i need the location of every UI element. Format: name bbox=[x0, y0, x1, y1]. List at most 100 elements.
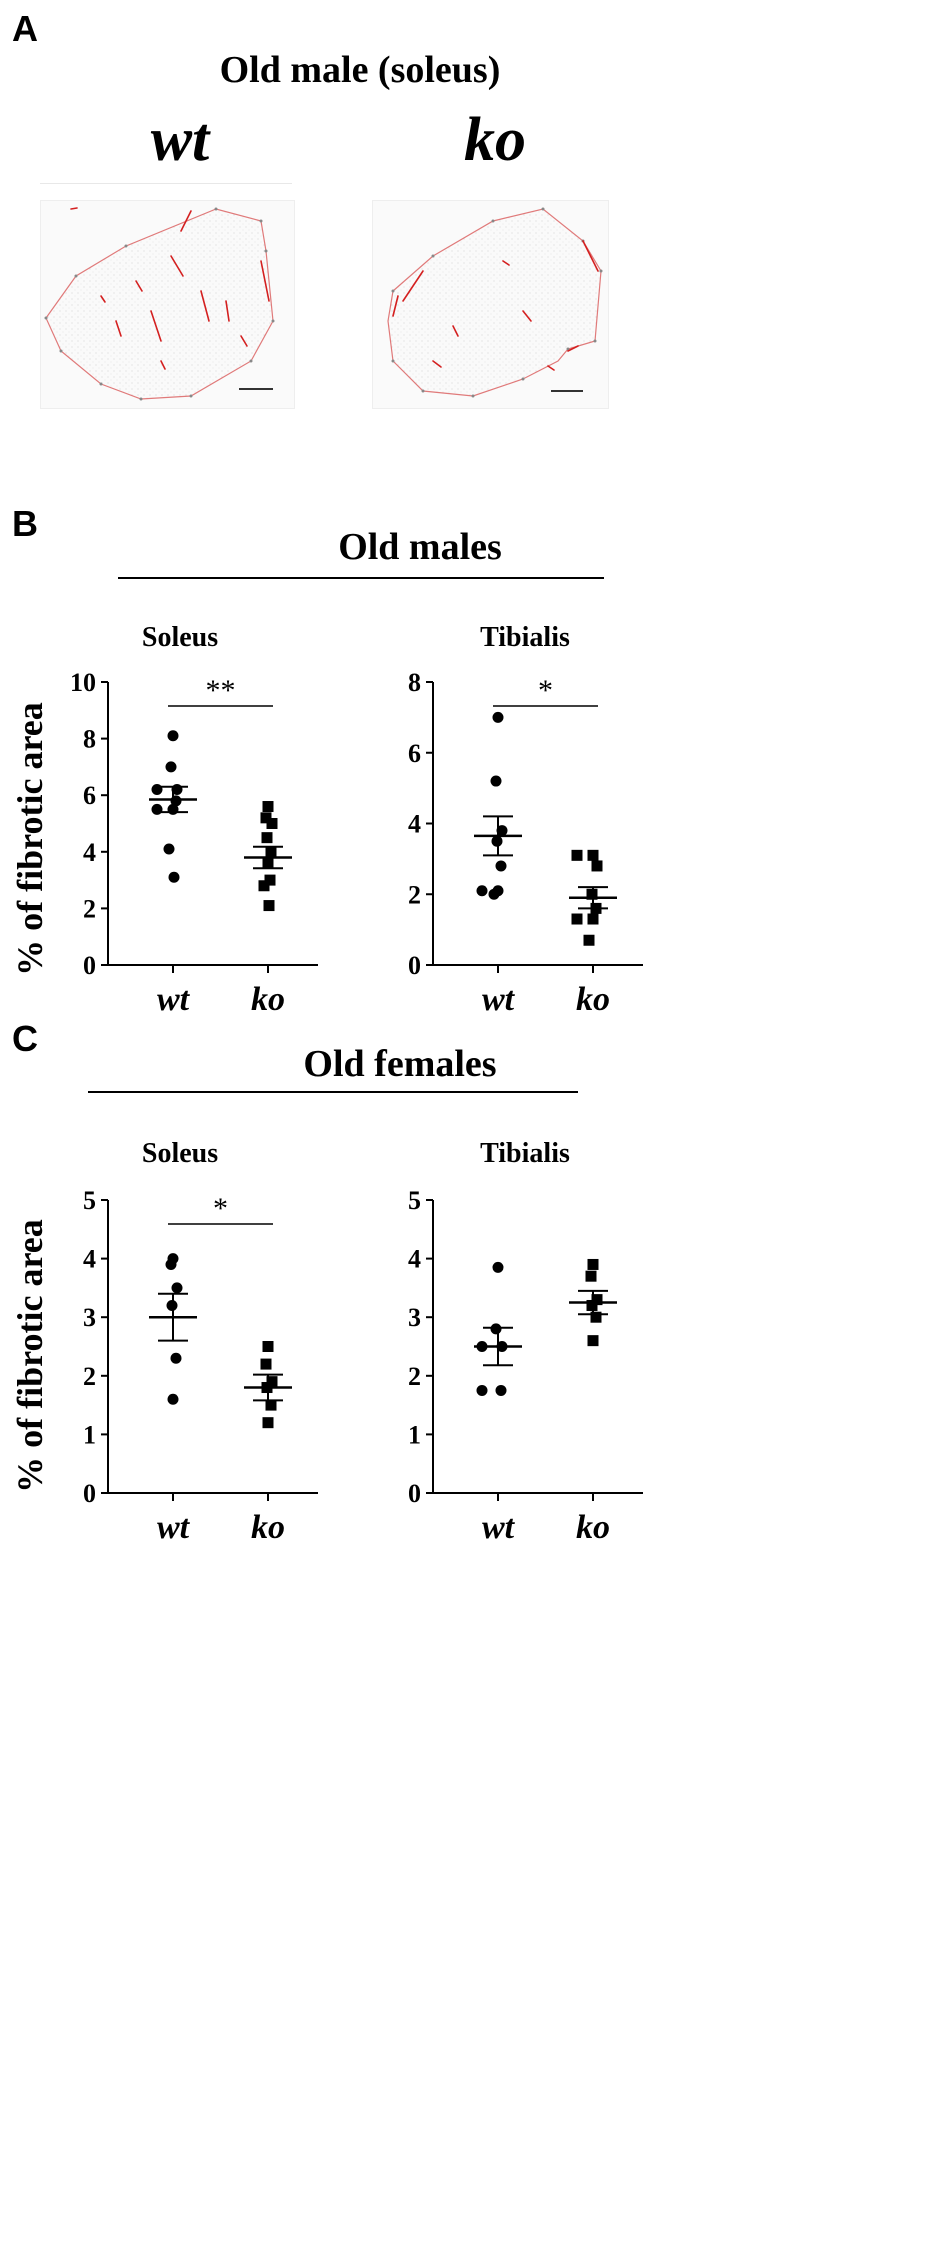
y-tick-label: 4 bbox=[83, 838, 96, 867]
y-tick-label: 1 bbox=[83, 1420, 96, 1449]
data-point-ko bbox=[591, 860, 603, 872]
y-tick-label: 0 bbox=[408, 951, 421, 980]
y-tick-label: 0 bbox=[83, 1479, 96, 1508]
data-point-wt bbox=[151, 784, 163, 796]
data-point-wt bbox=[151, 803, 163, 815]
data-point-wt bbox=[492, 1261, 504, 1273]
data-point-wt bbox=[490, 775, 502, 787]
data-point-ko bbox=[260, 1358, 272, 1370]
data-point-ko bbox=[266, 818, 278, 829]
data-point-ko bbox=[266, 1376, 278, 1388]
chart-b-soleus-title: Soleus bbox=[141, 622, 219, 653]
chart-b-tibialis-title: Tibialis bbox=[480, 622, 570, 653]
data-point-wt bbox=[490, 1323, 502, 1335]
x-tick-label-ko: ko bbox=[576, 1509, 610, 1546]
panel-b-ylabel: % of fibrotic area bbox=[10, 702, 50, 976]
x-tick-label-ko: ko bbox=[576, 981, 610, 1018]
y-tick-label: 6 bbox=[83, 781, 96, 810]
data-point-ko bbox=[591, 1294, 603, 1306]
data-point-wt bbox=[476, 1384, 488, 1396]
panel-c-title: Old females bbox=[303, 1043, 497, 1085]
y-tick-label: 8 bbox=[408, 668, 421, 697]
x-tick-label-wt: wt bbox=[157, 981, 191, 1018]
data-point-ko bbox=[262, 1341, 274, 1352]
data-point-ko bbox=[258, 880, 270, 892]
chart-c-tibialis-title: Tibialis bbox=[480, 1138, 570, 1169]
data-point-ko bbox=[263, 900, 275, 912]
data-point-ko bbox=[587, 913, 599, 925]
y-tick-label: 8 bbox=[83, 725, 96, 754]
x-tick-label-ko: ko bbox=[251, 981, 285, 1018]
data-point-ko bbox=[262, 801, 274, 813]
chart-b-soleus: 0 2 4 6 8 10 wt ko ** bbox=[60, 660, 320, 1020]
data-point-ko bbox=[587, 1335, 599, 1347]
data-point-wt bbox=[171, 1282, 183, 1294]
significance-marker: ** bbox=[206, 674, 236, 707]
micrograph-wt bbox=[40, 200, 295, 409]
data-point-ko bbox=[265, 846, 277, 858]
data-point-ko bbox=[583, 934, 595, 946]
data-point-wt bbox=[488, 888, 500, 900]
data-point-wt bbox=[167, 1393, 179, 1405]
y-tick-label: 3 bbox=[83, 1303, 96, 1332]
y-tick-label: 0 bbox=[83, 951, 96, 980]
significance-marker: * bbox=[213, 1192, 228, 1225]
y-tick-label: 2 bbox=[408, 1362, 421, 1391]
x-tick-label-ko: ko bbox=[251, 1509, 285, 1546]
y-tick-label: 2 bbox=[83, 1362, 96, 1391]
data-point-ko bbox=[585, 1270, 597, 1282]
data-point-wt bbox=[476, 885, 488, 897]
y-tick-label: 1 bbox=[408, 1420, 421, 1449]
data-point-ko bbox=[264, 874, 276, 886]
panel-b-rule bbox=[118, 577, 604, 579]
x-tick-label-wt: wt bbox=[482, 981, 516, 1018]
y-tick-label: 2 bbox=[408, 880, 421, 909]
data-point-ko bbox=[265, 1399, 277, 1411]
chart-b-tibialis: 0 2 4 6 8 wt ko * bbox=[385, 660, 645, 1020]
panel-c-letter: C bbox=[12, 1018, 38, 1059]
y-tick-label: 0 bbox=[408, 1479, 421, 1508]
panel-a-label-ko: ko bbox=[464, 106, 526, 174]
data-point-ko bbox=[260, 812, 272, 824]
data-point-wt bbox=[495, 860, 507, 872]
x-tick-label-wt: wt bbox=[157, 1509, 191, 1546]
data-point-wt bbox=[168, 871, 180, 883]
y-tick-label: 2 bbox=[83, 894, 96, 923]
data-point-ko bbox=[590, 1311, 602, 1323]
y-tick-label: 5 bbox=[83, 1186, 96, 1215]
panel-a-title: Old male (soleus) bbox=[219, 49, 501, 91]
y-tick-label: 4 bbox=[408, 810, 421, 839]
chart-c-tibialis: 0 1 2 3 4 5 wt ko bbox=[385, 1178, 645, 1548]
micrograph-ko bbox=[372, 200, 609, 409]
panel-c-rule bbox=[88, 1091, 578, 1093]
y-tick-label: 6 bbox=[408, 739, 421, 768]
data-point-ko bbox=[587, 849, 599, 861]
y-tick-label: 4 bbox=[83, 1245, 96, 1274]
image-divider bbox=[40, 183, 292, 184]
data-point-wt bbox=[165, 1258, 177, 1270]
panel-a-letter: A bbox=[12, 8, 38, 49]
data-point-wt bbox=[492, 711, 504, 723]
data-point-wt bbox=[165, 761, 177, 773]
y-tick-label: 3 bbox=[408, 1303, 421, 1332]
data-point-wt bbox=[170, 1352, 182, 1364]
panel-b-title: Old males bbox=[338, 526, 502, 568]
data-point-ko bbox=[261, 832, 273, 844]
chart-c-soleus-title: Soleus bbox=[141, 1138, 219, 1169]
y-tick-label: 10 bbox=[70, 668, 96, 697]
y-tick-label: 5 bbox=[408, 1186, 421, 1215]
panel-c-ylabel: % of fibrotic area bbox=[10, 1219, 50, 1493]
x-tick-label-wt: wt bbox=[482, 1509, 516, 1546]
data-point-wt bbox=[496, 825, 508, 837]
y-tick-label: 4 bbox=[408, 1245, 421, 1274]
data-point-wt bbox=[495, 1384, 507, 1396]
panel-b-letter: B bbox=[12, 503, 38, 544]
data-point-wt bbox=[163, 843, 175, 855]
data-point-ko bbox=[571, 913, 583, 925]
data-point-ko bbox=[571, 849, 583, 861]
data-point-wt bbox=[167, 730, 179, 742]
data-point-ko bbox=[262, 1417, 274, 1429]
data-point-ko bbox=[587, 1258, 599, 1270]
chart-c-soleus: 0 1 2 3 4 5 wt ko * bbox=[60, 1178, 320, 1548]
panel-a-label-wt: wt bbox=[150, 106, 210, 174]
